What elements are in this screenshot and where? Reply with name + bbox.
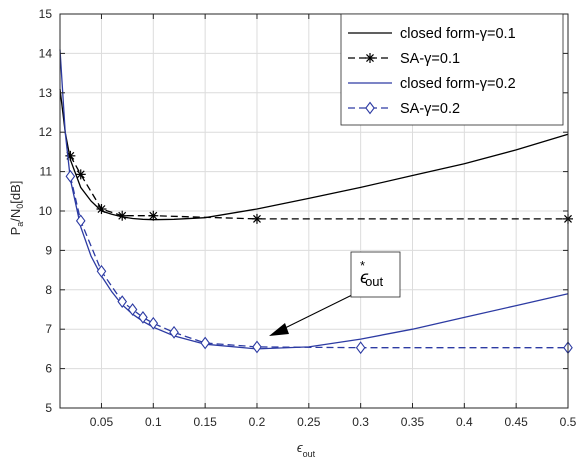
series-4-point [127, 303, 138, 316]
legend: closed form-γ=0.1 SA-γ=0.1 closed form-γ=0… [340, 13, 564, 126]
y-tick-label: 12 [39, 125, 53, 139]
y-tick-label: 15 [39, 7, 53, 21]
x-tick-label: 0.4 [456, 415, 473, 429]
x-axis-label: ϵout [297, 440, 316, 459]
plot-series [59, 49, 573, 355]
annotation: ϵ*out [269, 251, 401, 336]
y-tick-label: 7 [45, 322, 52, 336]
legend-label-3: closed form-γ=0.2 [400, 76, 516, 92]
series-2-point [75, 169, 86, 180]
series-line-1 [59, 88, 569, 221]
series-4-point [138, 310, 148, 324]
legend-marker-4 [365, 101, 375, 115]
annotation-arrow-shaft [280, 294, 353, 331]
series-4-point [148, 316, 159, 330]
series-4-point [65, 169, 76, 183]
y-tick-label: 6 [45, 362, 52, 376]
x-tick-label: 0.25 [297, 415, 321, 429]
series-4-point [355, 341, 366, 355]
x-tick-label: 0.05 [90, 415, 114, 429]
y-tick-label: 14 [39, 46, 53, 60]
series-4-point [169, 325, 179, 339]
x-tick-label: 0.3 [352, 415, 369, 429]
series-4-point [96, 264, 107, 278]
x-tick-label: 0.2 [249, 415, 266, 429]
series-4-point [200, 336, 210, 350]
y-tick-label: 10 [39, 204, 53, 218]
legend-label-4: SA-γ=0.2 [400, 101, 460, 117]
x-tick-label: 0.45 [504, 415, 528, 429]
legend-marker-2 [365, 53, 375, 63]
y-tick-label: 5 [45, 401, 52, 415]
y-tick-label: 8 [45, 283, 52, 297]
x-tick-label: 0.15 [193, 415, 217, 429]
y-tick-label: 13 [39, 86, 53, 100]
y-axis-label: Pa/N0[dB] [8, 181, 25, 236]
x-tick-label: 0.35 [401, 415, 425, 429]
legend-label-1: closed form-γ=0.1 [400, 26, 516, 42]
x-tick-label: 0.5 [560, 415, 577, 429]
series-4-point [117, 295, 128, 309]
series-line-2 [69, 155, 568, 220]
series-2-point [251, 213, 262, 224]
annotation-arrowhead [269, 323, 289, 336]
series-2-point [96, 204, 107, 215]
series-2-point [148, 210, 159, 221]
series-4-point [252, 340, 262, 354]
legend-label-2: SA-γ=0.1 [400, 51, 460, 67]
annotation-box [350, 251, 401, 298]
series-line-4 [69, 176, 568, 349]
y-tick-label: 9 [45, 243, 52, 257]
series-line-3 [59, 49, 569, 350]
series-4-point [75, 214, 86, 228]
x-tick-label: 0.1 [145, 415, 162, 429]
axis-ticks: 0.05 0.1 0.15 0.2 0.25 0.3 0.35 0.4 0.45 0.5 5 6 7 8 9… [39, 7, 577, 429]
series-2-point [117, 210, 128, 221]
y-tick-label: 11 [40, 165, 53, 179]
